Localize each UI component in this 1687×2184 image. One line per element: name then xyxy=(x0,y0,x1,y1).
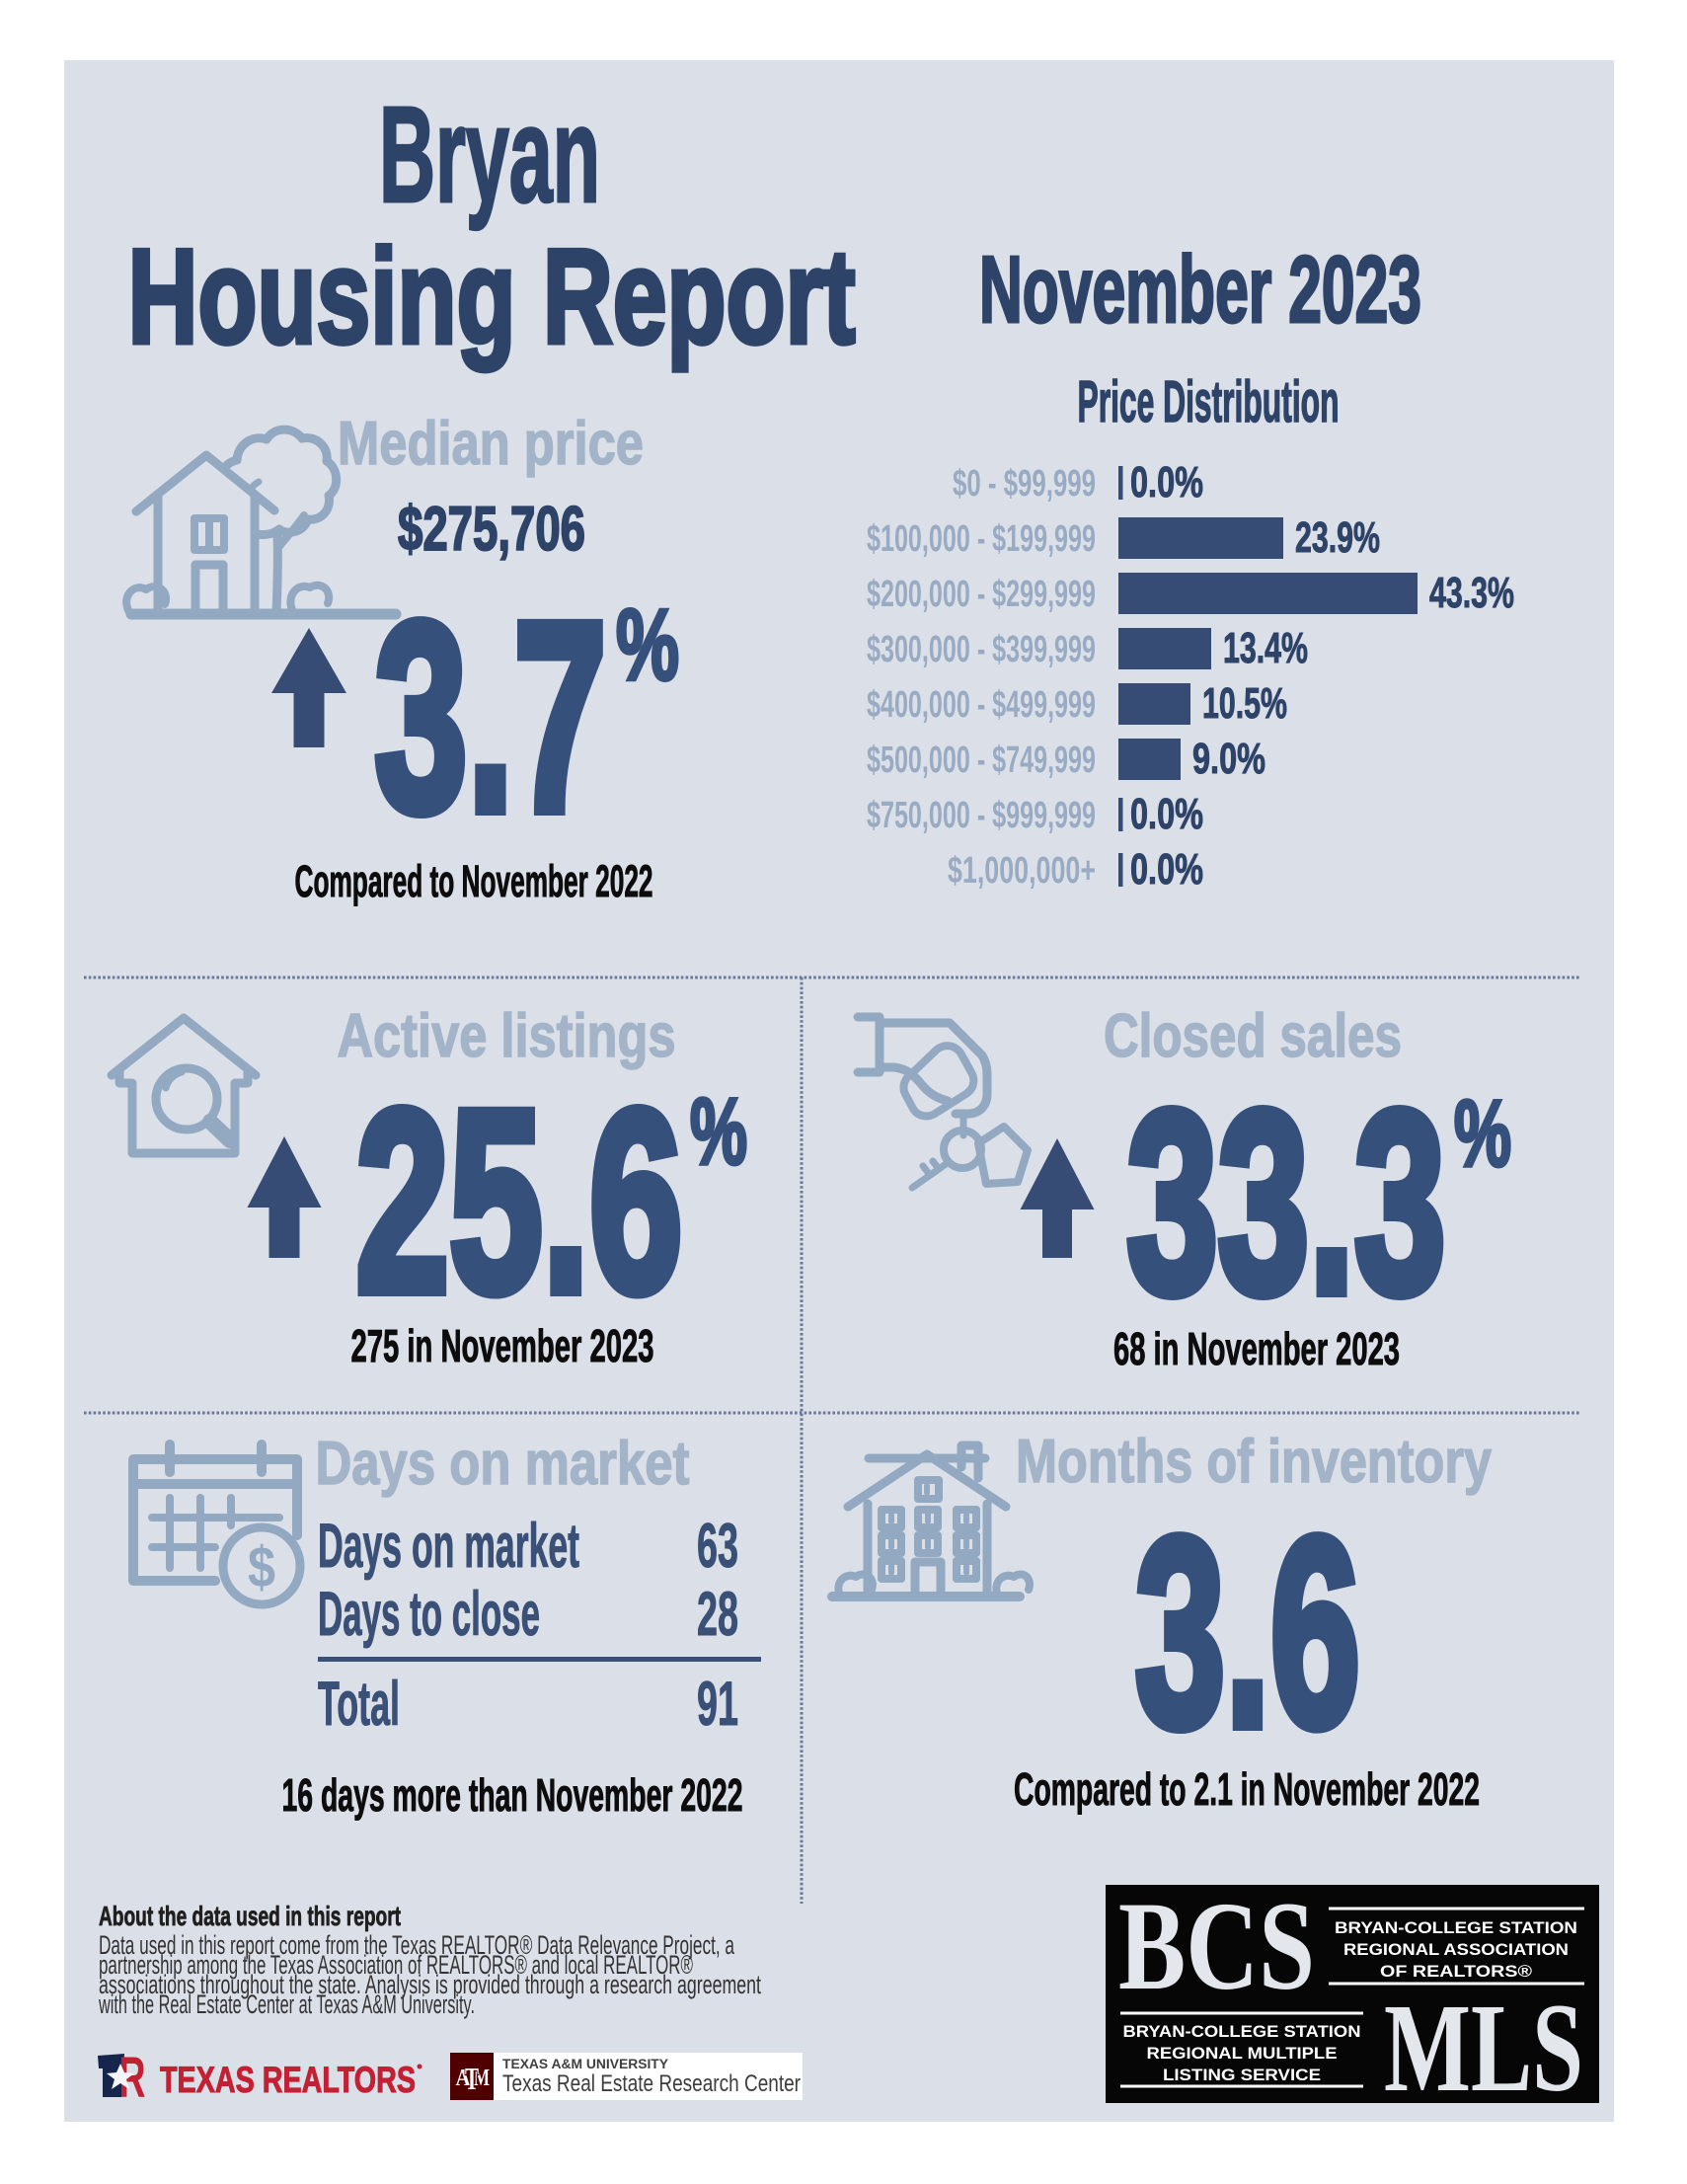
svg-text:0.0%: 0.0% xyxy=(1130,458,1203,507)
svg-text:$100,000 - $199,999: $100,000 - $199,999 xyxy=(867,518,1096,560)
svg-text:REGIONAL MULTIPLE: REGIONAL MULTIPLE xyxy=(1147,2044,1338,2063)
svg-text:3.7: 3.7 xyxy=(375,567,607,867)
svg-text:BRYAN-COLLEGE STATION: BRYAN-COLLEGE STATION xyxy=(1123,2022,1361,2041)
svg-text:Days to close: Days to close xyxy=(318,1580,540,1649)
svg-text:Price Distribution: Price Distribution xyxy=(1078,369,1340,434)
svg-text:$750,000 - $999,999: $750,000 - $999,999 xyxy=(867,795,1096,836)
svg-text:$275,706: $275,706 xyxy=(398,495,585,564)
svg-text:LISTING SERVICE: LISTING SERVICE xyxy=(1163,2066,1321,2084)
svg-text:About the data used in this re: About the data used in this report xyxy=(99,1901,401,1931)
svg-text:$500,000 - $749,999: $500,000 - $749,999 xyxy=(867,740,1096,781)
svg-text:Months of inventory: Months of inventory xyxy=(1016,1428,1492,1496)
svg-text:$: $ xyxy=(248,1535,275,1599)
svg-text:28: 28 xyxy=(697,1580,738,1649)
svg-text:TEXAS A&M UNIVERSITY: TEXAS A&M UNIVERSITY xyxy=(502,2057,668,2071)
svg-text:3.6: 3.6 xyxy=(1135,1482,1360,1782)
svg-text:25.6: 25.6 xyxy=(356,1056,683,1346)
svg-text:$0 - $99,999: $0 - $99,999 xyxy=(953,463,1096,505)
svg-text:33.3: 33.3 xyxy=(1127,1057,1446,1347)
svg-text:REGIONAL ASSOCIATION: REGIONAL ASSOCIATION xyxy=(1343,1940,1569,1959)
svg-text:A: A xyxy=(456,2066,472,2091)
svg-text:$200,000 - $299,999: $200,000 - $299,999 xyxy=(867,574,1096,615)
svg-text:T: T xyxy=(465,2061,479,2096)
svg-text:10.5%: 10.5% xyxy=(1202,679,1287,728)
svg-text:0.0%: 0.0% xyxy=(1130,790,1203,838)
svg-text:M: M xyxy=(474,2066,490,2091)
svg-text:9.0%: 9.0% xyxy=(1192,735,1265,783)
svg-text:Compared to November 2022: Compared to November 2022 xyxy=(295,856,653,906)
svg-text:OF REALTORS®: OF REALTORS® xyxy=(1380,1962,1533,1981)
svg-text:associations throughout the st: associations throughout the state. Analy… xyxy=(99,1970,761,1999)
svg-text:43.3%: 43.3% xyxy=(1429,569,1514,617)
svg-text:$300,000 - $399,999: $300,000 - $399,999 xyxy=(867,629,1096,670)
svg-text:63: 63 xyxy=(697,1512,738,1581)
svg-text:91: 91 xyxy=(697,1670,738,1739)
svg-text:with the Real Estate Center at: with the Real Estate Center at Texas A&M… xyxy=(98,1989,475,2019)
svg-text:Total: Total xyxy=(318,1670,400,1739)
svg-text:Active listings: Active listings xyxy=(338,1002,676,1070)
svg-text:Days on market: Days on market xyxy=(318,1512,579,1581)
svg-text:$400,000 - $499,999: $400,000 - $499,999 xyxy=(867,684,1096,726)
svg-text:$1,000,000+: $1,000,000+ xyxy=(948,850,1096,892)
svg-text:16 days more than November 202: 16 days more than November 2022 xyxy=(282,1769,743,1821)
svg-text:BRYAN-COLLEGE STATION: BRYAN-COLLEGE STATION xyxy=(1335,1918,1577,1937)
svg-text:68 in November 2023: 68 in November 2023 xyxy=(1113,1323,1400,1374)
svg-text:%: % xyxy=(1454,1081,1511,1187)
svg-text:Compared to 2.1 in November 20: Compared to 2.1 in November 2022 xyxy=(1014,1763,1480,1815)
svg-text:Median price: Median price xyxy=(338,410,644,478)
svg-text:%: % xyxy=(690,1079,747,1185)
svg-text:BCS: BCS xyxy=(1118,1876,1315,2016)
svg-text:TEXAS REALTORS: TEXAS REALTORS xyxy=(160,2060,416,2100)
svg-text:0.0%: 0.0% xyxy=(1130,845,1203,894)
svg-text:13.4%: 13.4% xyxy=(1223,624,1308,672)
svg-text:Housing Report: Housing Report xyxy=(128,221,856,371)
svg-text:Bryan: Bryan xyxy=(379,79,600,231)
svg-text:November 2023: November 2023 xyxy=(979,237,1421,343)
svg-text:275 in November 2023: 275 in November 2023 xyxy=(351,1320,654,1371)
svg-text:Data used in this report come: Data used in this report come from the T… xyxy=(99,1930,735,1960)
svg-text:23.9%: 23.9% xyxy=(1295,513,1380,562)
svg-text:MLS: MLS xyxy=(1384,1978,1583,2118)
svg-text:Days on market: Days on market xyxy=(316,1430,690,1498)
svg-text:%: % xyxy=(616,588,679,701)
svg-text:Closed sales: Closed sales xyxy=(1104,1002,1402,1070)
svg-text:Texas Real Estate Research Cen: Texas Real Estate Research Center xyxy=(502,2070,801,2097)
svg-text:partnership among the Texas As: partnership among the Texas Association … xyxy=(99,1950,693,1980)
